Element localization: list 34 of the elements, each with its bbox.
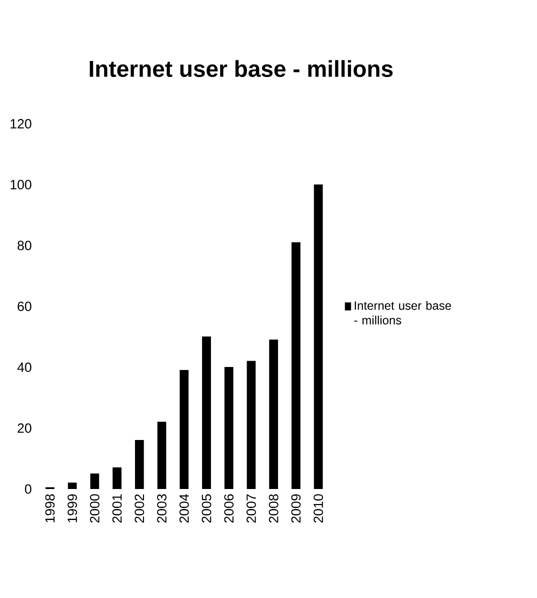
legend-label: Internet user base - millions bbox=[354, 301, 451, 324]
bar bbox=[291, 242, 300, 489]
y-tick-label: 40 bbox=[17, 362, 32, 372]
x-tick-label: 2010 bbox=[313, 494, 323, 523]
x-tick-label: 2000 bbox=[90, 494, 100, 523]
bar bbox=[202, 336, 211, 489]
x-tick-label: 2004 bbox=[179, 494, 189, 523]
y-tick-label: 20 bbox=[17, 423, 32, 433]
bar bbox=[180, 370, 188, 489]
x-tick-label: 2002 bbox=[134, 494, 144, 523]
bar bbox=[90, 474, 99, 489]
y-tick-label: 80 bbox=[17, 240, 32, 250]
y-tick-label: 120 bbox=[10, 119, 32, 128]
bar bbox=[246, 360, 256, 489]
chart-title: Internet user base - millions bbox=[90, 60, 392, 78]
x-tick-label: 1999 bbox=[67, 494, 77, 522]
x-tick-label: 2007 bbox=[246, 494, 256, 523]
x-tick-label: 2006 bbox=[224, 494, 234, 523]
x-tick-label: 2009 bbox=[291, 494, 300, 523]
bar bbox=[112, 467, 122, 489]
bar bbox=[224, 366, 234, 489]
bar bbox=[68, 482, 77, 489]
y-tick-label: 60 bbox=[17, 302, 32, 312]
y-tick-label: 0 bbox=[24, 484, 32, 494]
x-tick-label: 2005 bbox=[202, 494, 211, 523]
bar bbox=[134, 440, 144, 489]
x-tick-label: 2003 bbox=[156, 494, 166, 523]
x-tick-label: 2001 bbox=[112, 494, 122, 523]
x-tick-label: 2008 bbox=[268, 494, 278, 523]
y-tick-label: 100 bbox=[10, 180, 32, 190]
bar bbox=[157, 422, 166, 489]
bar bbox=[314, 184, 323, 489]
x-tick-label: 1998 bbox=[45, 494, 54, 522]
bar bbox=[268, 340, 278, 489]
